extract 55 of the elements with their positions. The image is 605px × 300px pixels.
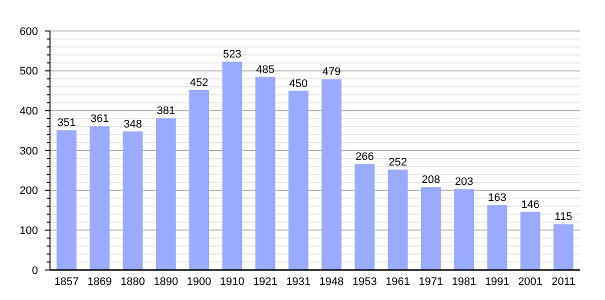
y-tick-label: 600: [20, 26, 38, 38]
bar: [255, 76, 276, 270]
data-label: 115: [554, 211, 572, 224]
data-label: 361: [90, 113, 109, 126]
bar: [454, 189, 474, 270]
data-label: 266: [356, 151, 374, 164]
y-tick-label: 100: [20, 225, 38, 238]
y-tick-label: 0: [32, 264, 38, 277]
data-label: 479: [322, 66, 341, 78]
data-label: 252: [388, 156, 407, 169]
x-tick-label: 1910: [220, 276, 244, 288]
x-tick-label: 1991: [484, 276, 510, 288]
y-tick-label: 200: [20, 185, 38, 198]
bar: [354, 164, 375, 270]
bar: [421, 187, 441, 270]
y-tick-label: 400: [20, 106, 38, 118]
data-label: 485: [256, 64, 274, 76]
x-tick-label: 1931: [286, 276, 311, 288]
x-tick-label: 1948: [319, 276, 344, 288]
data-label: 452: [190, 76, 208, 89]
x-tick-label: 1953: [352, 276, 377, 288]
x-tick-label: 2011: [552, 276, 576, 288]
x-tick-label: 1921: [253, 276, 278, 288]
y-tick-label: 500: [20, 66, 38, 78]
data-label: 348: [124, 118, 142, 130]
x-tick-label: 1869: [87, 276, 112, 288]
bar: [487, 205, 508, 270]
x-tick-label: 1890: [154, 276, 178, 288]
data-label: 450: [289, 78, 308, 90]
x-tick-label: 1900: [186, 276, 212, 288]
bar: [520, 212, 540, 270]
data-label: 523: [223, 48, 242, 61]
bar: [388, 170, 408, 270]
bar: [322, 79, 342, 270]
y-tick-label: 300: [20, 145, 38, 158]
data-label: 163: [488, 192, 506, 204]
bar: [122, 131, 143, 270]
bar: [56, 130, 76, 270]
x-tick-label: 1971: [418, 276, 444, 288]
data-label: 381: [156, 105, 176, 118]
bar: [156, 118, 176, 270]
bar: [554, 224, 574, 270]
bar: [90, 126, 110, 270]
x-tick-label: 1880: [120, 276, 146, 288]
x-tick-label: 2001: [518, 276, 543, 288]
bar: [288, 90, 308, 270]
x-tick-label: 1857: [54, 276, 79, 288]
bar: [189, 90, 209, 270]
data-label: 208: [422, 174, 440, 186]
x-tick-label: 1961: [386, 276, 410, 288]
bar: [222, 62, 242, 270]
data-label: 351: [57, 117, 76, 130]
data-label: 146: [521, 198, 540, 211]
data-label: 203: [454, 176, 474, 188]
x-tick-label: 1981: [452, 276, 476, 288]
